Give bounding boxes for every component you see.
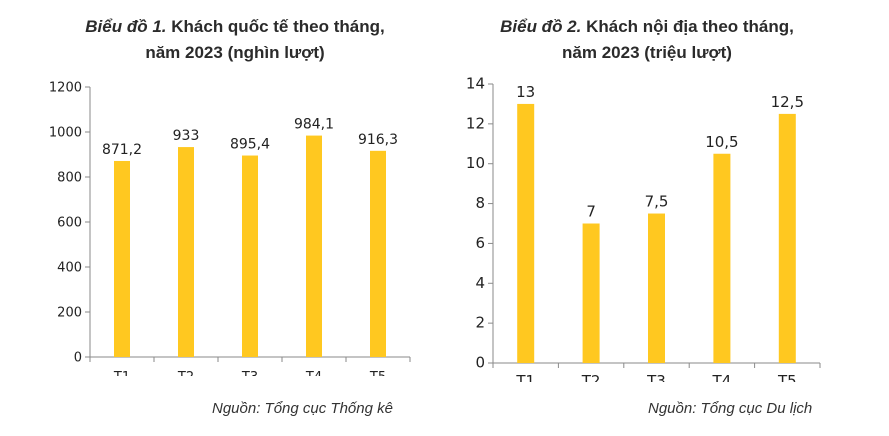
data-label: 12,5 [771,93,804,111]
chart1-title-lead: Biểu đồ 1. [85,17,167,36]
y-tick-label: 14 [466,75,485,93]
chart1-plot: 0 200 400 600 800 1000 1200 871,2 T1 933 T2 895,4 T3… [49,81,411,376]
chart2-plot: 0 2 4 6 8 10 12 14 13 T1 7 T2 7,5 T3 10,5 T4 12,5 T5 [466,75,821,382]
data-label: 984,1 [294,117,334,133]
chart1-source: Nguồn: Tổng cục Thống kê [212,400,393,417]
x-tick-label: T2 [581,372,601,382]
y-tick-label: 4 [475,274,485,292]
chart2-title: Biểu đồ 2. Khách nội địa theo tháng, năm… [452,14,842,66]
y-tick-label: 10 [466,154,485,172]
chart2-title-lead: Biểu đồ 2. [500,17,582,36]
chart1-title-rest: Khách quốc tế theo tháng, [171,17,385,36]
bar [713,153,731,363]
chart1-title: Biểu đồ 1. Khách quốc tế theo tháng, năm… [40,14,430,66]
y-tick-label: 0 [475,354,485,372]
y-tick-label: 8 [475,194,485,212]
x-tick-label: T1 [515,372,535,382]
data-label: 7 [586,203,596,221]
chart2-source: Nguồn: Tổng cục Du lịch [648,400,813,417]
bar [582,223,600,363]
x-tick-label: T3 [646,372,666,382]
data-label: 871,2 [102,142,142,158]
x-tick-label: T1 [113,370,130,376]
x-tick-label: T4 [305,370,322,376]
bar [178,147,194,357]
y-tick-label: 400 [57,261,82,276]
x-tick-label: T3 [241,370,258,376]
bar [306,135,322,357]
chart1-title-line2: năm 2023 (nghìn lượt) [145,43,325,62]
chart2-title-line1: Biểu đồ 2. Khách nội địa theo tháng, [452,14,842,40]
y-tick-label: 0 [74,351,82,366]
y-tick-label: 200 [57,306,82,321]
bar [778,113,796,363]
data-label: 916,3 [358,132,398,148]
data-label: 10,5 [705,133,738,151]
y-tick-label: 1000 [49,126,82,141]
y-tick-label: 12 [466,114,485,132]
bar [648,213,665,363]
data-label: 7,5 [645,193,669,211]
data-label: 13 [516,83,535,101]
x-tick-label: T5 [777,372,797,382]
chart2-title-line2: năm 2023 (triệu lượt) [562,43,732,62]
x-tick-label: T2 [177,370,194,376]
y-tick-label: 6 [475,234,485,252]
bar [242,155,258,357]
bar [370,150,386,357]
x-tick-label: T5 [369,370,386,376]
data-label: 895,4 [230,137,270,153]
y-tick-label: 1200 [49,81,82,96]
y-tick-label: 600 [57,216,82,231]
chart1-title-line1: Biểu đồ 1. Khách quốc tế theo tháng, [40,14,430,40]
bar [517,103,535,363]
bar [114,160,130,357]
data-label: 933 [173,128,200,144]
chart2-title-rest: Khách nội địa theo tháng, [586,17,794,36]
x-tick-label: T4 [712,372,732,382]
y-tick-label: 2 [475,314,485,332]
y-tick-label: 800 [57,171,82,186]
